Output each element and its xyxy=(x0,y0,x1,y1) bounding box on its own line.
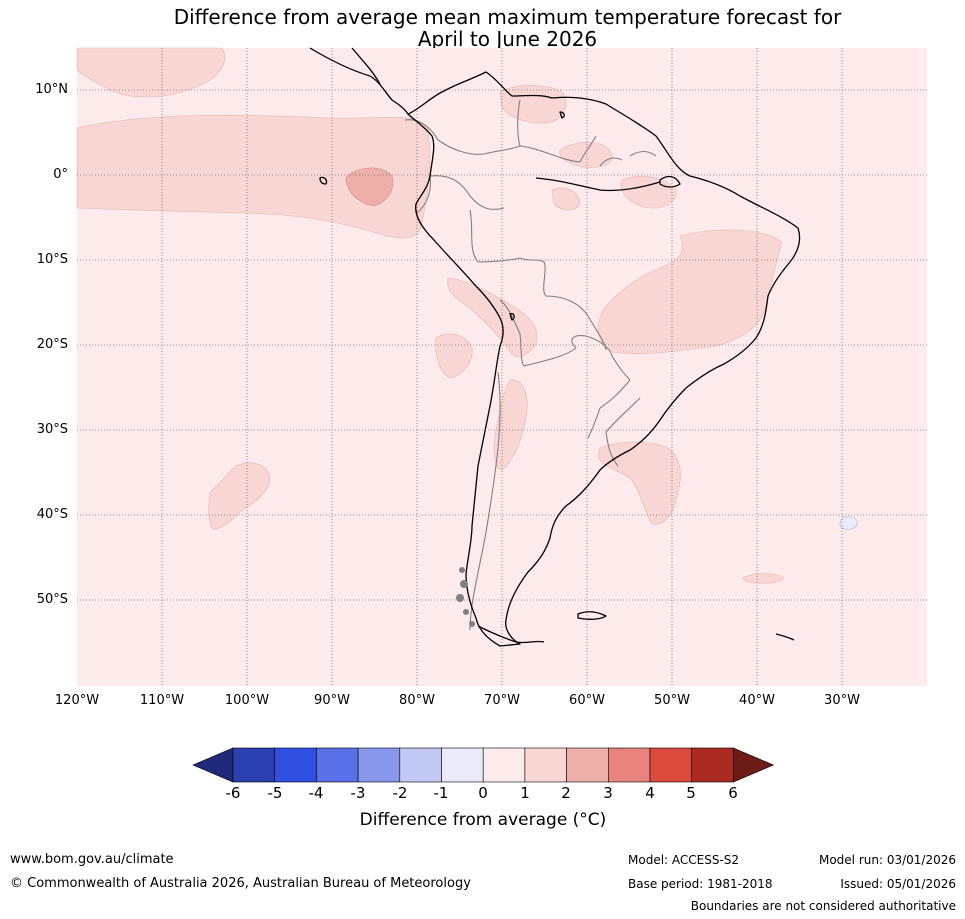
colorbar-tick: -4 xyxy=(308,784,324,802)
lat-label-30s: 30°S xyxy=(36,422,68,437)
colorbar-extend-low xyxy=(192,747,234,783)
colorbar-tick: 6 xyxy=(728,784,738,802)
coastline-lake-titicaca xyxy=(509,312,515,321)
anomaly-regions-1-2 xyxy=(76,47,785,584)
colorbar-tick: -2 xyxy=(392,784,408,802)
coastline-south-america xyxy=(407,71,801,647)
colorbar-extend-high xyxy=(733,747,775,783)
anomaly-region-galapagos xyxy=(345,167,394,207)
anomaly-region-equatorial-pacific xyxy=(76,114,430,239)
lon-label-110w: 110°W xyxy=(139,693,185,708)
lat-label-20s: 20°S xyxy=(36,337,68,352)
colorbar-label: Difference from average (°C) xyxy=(359,810,607,830)
colorbar-swatch xyxy=(441,747,484,783)
boundaries-disclaimer: Boundaries are not considered authoritat… xyxy=(690,899,956,913)
colorbar-swatch xyxy=(316,747,359,783)
colorbar-swatch xyxy=(357,747,401,783)
anomaly-region-bolivia xyxy=(447,277,538,358)
copyright-text: © Commonwealth of Australia 2026, Austra… xyxy=(10,876,471,891)
colorbar-swatch xyxy=(232,747,276,783)
map-title-line-2: April to June 2026 xyxy=(417,27,598,51)
colorbar-tick: 1 xyxy=(520,784,530,802)
colorbar-tick: -6 xyxy=(225,784,241,802)
anomaly-region-east-pacific xyxy=(435,333,473,379)
anomaly-region-cool-atlantic xyxy=(839,516,859,530)
lon-label-70w: 70°W xyxy=(484,693,520,708)
colorbar-swatch xyxy=(566,747,609,783)
anomaly-region-uruguay xyxy=(597,441,681,525)
lat-label-equator: 0° xyxy=(53,167,68,182)
issued-date: Issued: 05/01/2026 xyxy=(840,877,956,891)
colorbar-swatch xyxy=(482,747,526,783)
coastline-marajo xyxy=(659,175,681,188)
lat-label-50s: 50°S xyxy=(36,592,68,607)
coastline-south-georgia xyxy=(775,633,795,641)
coastline-tierra-del-fuego xyxy=(477,625,545,644)
lon-label-50w: 50°W xyxy=(654,693,690,708)
colorbar-swatch xyxy=(691,747,734,783)
lon-label-40w: 40°W xyxy=(739,693,775,708)
colorbar-swatch xyxy=(399,747,442,783)
lat-label-40s: 40°S xyxy=(36,507,68,522)
anomaly-region-north-pacific xyxy=(76,47,226,98)
coastline-falklands xyxy=(577,611,607,620)
base-period: Base period: 1981-2018 xyxy=(628,877,773,891)
map-gridlines xyxy=(77,48,927,686)
coastline-galapagos xyxy=(319,176,328,185)
coastline-trinidad xyxy=(559,111,565,119)
coastline-caribbean xyxy=(351,47,381,85)
colorbar-tick: 3 xyxy=(603,784,613,802)
colorbar-tick: 5 xyxy=(686,784,696,802)
colorbar-tick: 2 xyxy=(561,784,571,802)
colorbar-tick: -1 xyxy=(433,784,449,802)
colorbar-tick: -3 xyxy=(350,784,366,802)
lon-label-120w: 120°W xyxy=(54,693,100,708)
colorbar-swatch xyxy=(607,747,651,783)
coastline xyxy=(309,47,801,647)
colorbar-tick: 4 xyxy=(645,784,655,802)
website-link[interactable]: www.bom.gov.au/climate xyxy=(10,852,174,867)
model-run-date: Model run: 03/01/2026 xyxy=(818,853,956,867)
lon-label-100w: 100°W xyxy=(224,693,270,708)
anomaly-region-amazon-west xyxy=(551,187,581,211)
colorbar-tick: 0 xyxy=(478,784,488,802)
anomaly-region-south-atlantic xyxy=(741,573,785,584)
anomaly-region-south-pacific xyxy=(208,462,271,530)
colorbar xyxy=(192,747,775,783)
lon-label-30w: 30°W xyxy=(824,693,860,708)
colorbar-swatch xyxy=(649,747,693,783)
anomaly-region-amazon-north xyxy=(620,176,677,209)
country-boundaries xyxy=(404,99,657,631)
lat-label-10s: 10°S xyxy=(36,252,68,267)
chile-fjords xyxy=(456,567,475,627)
lon-label-90w: 90°W xyxy=(314,693,350,708)
map-title-line-1: Difference from average mean maximum tem… xyxy=(173,5,842,29)
anomaly-region-brazil-east xyxy=(598,229,783,354)
lon-label-80w: 80°W xyxy=(399,693,435,708)
model-name: Model: ACCESS-S2 xyxy=(628,853,740,867)
coastline-amazon-river xyxy=(535,177,661,192)
coastline-central-america xyxy=(309,47,409,115)
colorbar-swatch xyxy=(524,747,567,783)
lon-label-60w: 60°W xyxy=(569,693,605,708)
lat-label-10n: 10°N xyxy=(35,82,68,97)
colorbar-swatch xyxy=(274,747,317,783)
colorbar-tick: -5 xyxy=(267,784,283,802)
